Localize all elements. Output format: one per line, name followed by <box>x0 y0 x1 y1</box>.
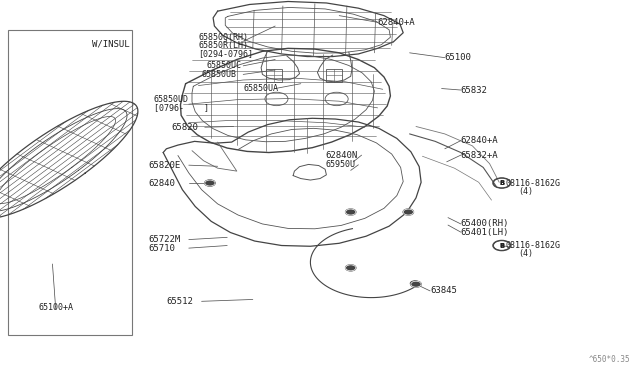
Text: 65950U: 65950U <box>325 160 355 169</box>
Text: 08116-8162G: 08116-8162G <box>506 179 561 187</box>
Text: 65400(RH): 65400(RH) <box>461 219 509 228</box>
Text: 62840: 62840 <box>148 179 175 187</box>
Text: 63845: 63845 <box>430 286 457 295</box>
Text: 62840+A: 62840+A <box>378 18 415 27</box>
Text: W/INSUL: W/INSUL <box>92 39 129 48</box>
Text: 65820E: 65820E <box>148 161 180 170</box>
Circle shape <box>205 180 215 186</box>
Bar <box>266 69 282 82</box>
Text: 62840N: 62840N <box>325 151 357 160</box>
Text: 65850R(LH): 65850R(LH) <box>198 41 248 50</box>
Text: [0294-0796]: [0294-0796] <box>198 49 253 58</box>
Text: (4): (4) <box>518 187 533 196</box>
Text: 65850UA: 65850UA <box>243 84 278 93</box>
Text: (4): (4) <box>518 249 533 258</box>
Text: 65401(LH): 65401(LH) <box>461 228 509 237</box>
Text: [0796-    ]: [0796- ] <box>154 103 209 112</box>
Text: 65710: 65710 <box>148 244 175 253</box>
Text: 65850UD: 65850UD <box>154 95 189 104</box>
Text: 08116-8162G: 08116-8162G <box>506 241 561 250</box>
Text: 65100+A: 65100+A <box>38 304 73 312</box>
Text: 65850UC: 65850UC <box>206 61 241 70</box>
Text: 65722M: 65722M <box>148 235 180 244</box>
Text: B: B <box>499 243 504 248</box>
Text: 65832: 65832 <box>461 86 488 94</box>
Text: 65512: 65512 <box>166 297 193 306</box>
Text: 65850Q(RH): 65850Q(RH) <box>198 33 248 42</box>
Text: 65832+A: 65832+A <box>461 151 499 160</box>
Text: 65820: 65820 <box>172 123 198 132</box>
Circle shape <box>346 265 356 271</box>
Bar <box>326 69 342 82</box>
Text: B: B <box>499 180 504 186</box>
Text: B: B <box>499 243 504 248</box>
Bar <box>8 30 132 335</box>
Circle shape <box>403 209 413 215</box>
Circle shape <box>411 281 421 287</box>
Text: 65850UB: 65850UB <box>202 70 237 79</box>
Text: B: B <box>499 180 504 186</box>
Circle shape <box>346 209 356 215</box>
Text: ^650*0.35: ^650*0.35 <box>589 355 630 364</box>
Text: 62840+A: 62840+A <box>461 136 499 145</box>
Text: 65100: 65100 <box>445 53 472 62</box>
